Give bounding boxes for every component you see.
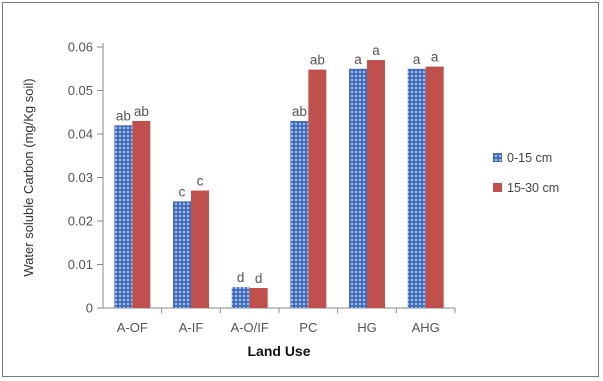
bar-series2 xyxy=(308,69,327,309)
legend-label: 15-30 cm xyxy=(507,181,559,195)
bar-series2 xyxy=(191,190,209,308)
y-tick-label: 0.02 xyxy=(68,214,93,229)
y-tick-label: 0.04 xyxy=(68,127,93,142)
bar-series2 xyxy=(132,120,151,308)
x-tick-label: A-IF xyxy=(179,320,204,335)
data-label: a xyxy=(431,50,439,65)
data-label: ab xyxy=(310,53,325,68)
data-label: c xyxy=(197,174,204,189)
bar-series1 xyxy=(290,120,309,308)
bar-series1 xyxy=(407,68,426,308)
x-tick-label: AHG xyxy=(412,320,440,335)
bar-series2 xyxy=(249,287,268,308)
data-label: a xyxy=(372,43,380,58)
y-tick-label: 0 xyxy=(86,301,93,316)
legend-swatch xyxy=(493,183,502,192)
x-tick-label: A-O/IF xyxy=(231,320,269,335)
legend-label: 0-15 cm xyxy=(507,151,552,165)
data-label: a xyxy=(413,52,421,67)
data-label: ab xyxy=(134,104,149,119)
x-axis-title: Land Use xyxy=(247,343,310,359)
y-tick-label: 0.05 xyxy=(68,83,93,98)
data-label: ab xyxy=(292,104,307,119)
data-label: d xyxy=(237,270,245,285)
bar-series2 xyxy=(425,66,444,308)
x-tick-label: A-OF xyxy=(117,320,148,335)
y-tick-label: 0.03 xyxy=(68,170,93,185)
bar-series1 xyxy=(114,125,133,308)
data-label: d xyxy=(255,271,263,286)
data-label: c xyxy=(179,184,186,199)
bar-series1 xyxy=(231,287,250,308)
y-axis-title: Water soluble Carbon (mg/Kg soil) xyxy=(21,78,36,276)
data-label: a xyxy=(354,52,362,67)
bar-series1 xyxy=(173,201,191,308)
legend-swatch xyxy=(493,153,502,162)
y-tick-label: 0.06 xyxy=(68,40,93,55)
bar-series2 xyxy=(367,60,385,308)
chart-frame: 0 0.01 0.02 0.03 0.04 0.05 0.06 ab ab A-OF c c A-IF d… xyxy=(2,2,599,377)
data-label: ab xyxy=(116,108,131,123)
x-tick-label: PC xyxy=(299,320,317,335)
y-tick-label: 0.01 xyxy=(68,257,93,272)
x-tick-label: HG xyxy=(357,320,377,335)
bar-series1 xyxy=(349,68,367,308)
